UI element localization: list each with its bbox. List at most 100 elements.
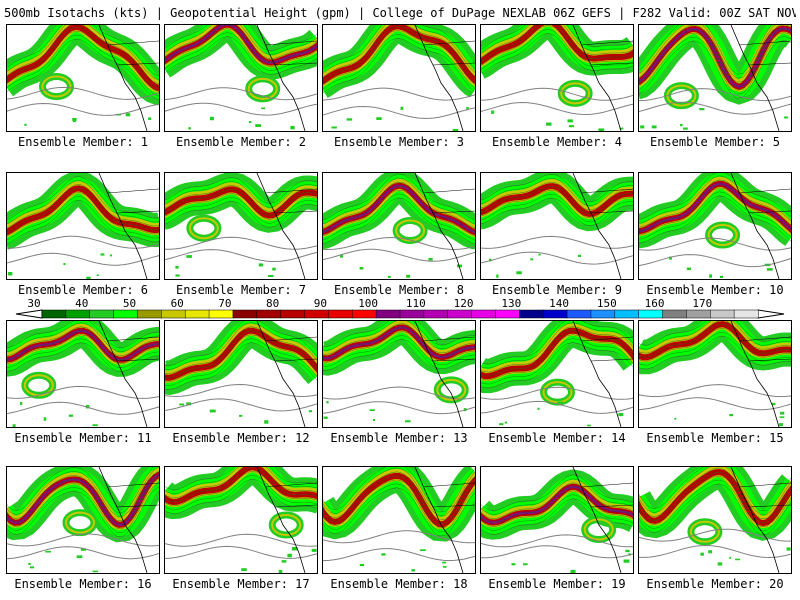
ensemble-panel-6[interactable]: Ensemble Member: 6 <box>6 172 164 302</box>
streamline <box>323 467 475 517</box>
speckle <box>267 275 274 277</box>
colorbar-swatch <box>161 309 186 319</box>
ensemble-label-3: Ensemble Member: 3 <box>333 135 465 149</box>
map-graphic <box>639 173 791 279</box>
border-line <box>738 482 791 488</box>
colorbar-swatch <box>304 309 330 319</box>
colorbar-swatch <box>65 309 91 319</box>
border-line <box>116 504 159 508</box>
ensemble-panel-9[interactable]: Ensemble Member: 9 <box>480 172 638 302</box>
ensemble-panel-3[interactable]: Ensemble Member: 3 <box>322 24 480 154</box>
border-line <box>590 62 633 66</box>
speckle <box>188 127 191 130</box>
speckle <box>63 263 66 266</box>
streamline <box>165 189 317 216</box>
streamline <box>481 338 633 385</box>
ensemble-panel-17[interactable]: Ensemble Member: 17 <box>164 466 322 596</box>
ensemble-panel-15[interactable]: Ensemble Member: 15 <box>638 320 796 450</box>
isotach-map-17 <box>164 466 318 574</box>
speckle <box>406 274 411 278</box>
streamline <box>481 33 633 74</box>
ensemble-panel-16[interactable]: Ensemble Member: 16 <box>6 466 164 596</box>
border-line <box>580 336 633 342</box>
speckle <box>729 414 734 417</box>
map-graphic <box>639 321 791 427</box>
speckle <box>523 563 528 566</box>
speckle <box>92 570 98 573</box>
border-line <box>264 40 317 46</box>
colorbar-swatch <box>232 309 258 319</box>
speckle <box>411 569 416 572</box>
streamline <box>165 25 317 55</box>
streamline <box>639 483 791 536</box>
ensemble-panel-11[interactable]: Ensemble Member: 11 <box>6 320 164 450</box>
ensemble-panel-20[interactable]: Ensemble Member: 20 <box>638 466 796 596</box>
ensemble-panel-7[interactable]: Ensemble Member: 7 <box>164 172 322 302</box>
speckle <box>771 402 776 406</box>
ensemble-panel-18[interactable]: Ensemble Member: 18 <box>322 466 480 596</box>
height-contour <box>7 252 159 266</box>
border-line <box>106 336 159 342</box>
ensemble-panel-19[interactable]: Ensemble Member: 19 <box>480 466 638 596</box>
speckle <box>779 416 785 418</box>
ensemble-panel-1[interactable]: Ensemble Member: 1 <box>6 24 164 154</box>
streamline <box>481 25 633 50</box>
ensemble-label-10: Ensemble Member: 10 <box>646 283 784 297</box>
streamline <box>7 38 159 101</box>
speckle <box>92 424 98 427</box>
speckle <box>72 117 77 121</box>
streamline <box>481 321 633 365</box>
coastline <box>256 467 306 573</box>
ensemble-panel-8[interactable]: Ensemble Member: 8 <box>322 172 480 302</box>
speckle <box>491 110 495 114</box>
speckle <box>683 127 688 130</box>
ensemble-panel-5[interactable]: Ensemble Member: 5 <box>638 24 796 154</box>
height-contour <box>481 534 633 548</box>
border-line <box>738 40 791 46</box>
streamline <box>323 25 475 74</box>
colorbar-swatch <box>399 309 425 319</box>
streamline <box>7 330 159 360</box>
height-contour <box>165 236 317 250</box>
streamline <box>639 467 791 516</box>
ensemble-panel-4[interactable]: Ensemble Member: 4 <box>480 24 638 154</box>
ensemble-panel-12[interactable]: Ensemble Member: 12 <box>164 320 322 450</box>
ensemble-panel-10[interactable]: Ensemble Member: 10 <box>638 172 796 302</box>
speckle <box>699 108 705 111</box>
colorbar-swatch <box>471 309 497 319</box>
map-graphic <box>481 173 633 279</box>
speckle <box>264 420 269 424</box>
speckle <box>258 263 264 267</box>
cutoff-low-core <box>41 75 72 98</box>
streamline <box>639 25 776 79</box>
ensemble-panel-13[interactable]: Ensemble Member: 13 <box>322 320 480 450</box>
streamline <box>7 467 154 513</box>
streamline <box>7 338 159 368</box>
streamline <box>639 321 791 346</box>
isotach-map-5 <box>638 24 792 132</box>
speckle <box>43 417 47 421</box>
colorbar-swatch <box>280 309 306 319</box>
isotach-map-4 <box>480 24 634 132</box>
streamline <box>323 173 475 221</box>
speckle <box>359 267 364 270</box>
cutoff-low-core <box>689 520 720 543</box>
map-graphic <box>165 173 317 279</box>
streamline <box>165 326 317 375</box>
ensemble-panel-2[interactable]: Ensemble Member: 2 <box>164 24 322 154</box>
border-line <box>590 210 633 214</box>
border-line <box>590 504 633 508</box>
border-line <box>580 40 633 46</box>
streamline <box>165 338 317 387</box>
isotach-map-18 <box>322 466 476 574</box>
streamline <box>481 29 633 70</box>
streamline <box>639 467 791 512</box>
coastline <box>414 173 464 279</box>
ensemble-row-3: Ensemble Member: 11 Ensemble Member: 12 … <box>0 320 800 450</box>
streamline <box>7 467 159 517</box>
map-graphic <box>7 25 159 131</box>
speckle <box>729 556 732 559</box>
streamline <box>639 471 791 524</box>
speckle <box>175 266 179 269</box>
ensemble-panel-14[interactable]: Ensemble Member: 14 <box>480 320 638 450</box>
